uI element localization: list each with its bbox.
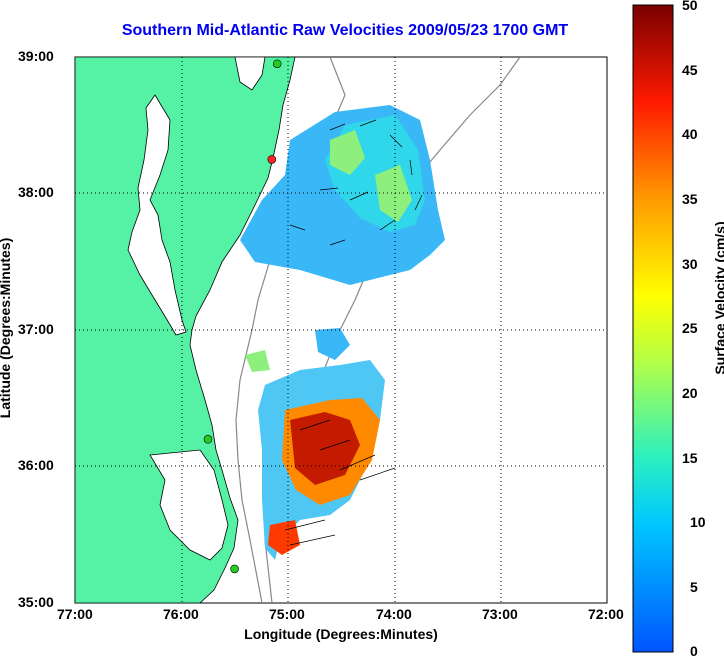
colorbar-tick: 30 (682, 256, 698, 272)
x-tick: 76:00 (163, 606, 199, 622)
y-tick: 38:00 (18, 184, 54, 200)
x-tick: 77:00 (57, 606, 93, 622)
x-tick: 74:00 (376, 606, 412, 622)
x-tick: 73:00 (482, 606, 518, 622)
delaware-bay (234, 57, 266, 91)
station-marker (203, 434, 213, 444)
y-tick: 36:00 (18, 457, 54, 473)
colorbar-tick: 45 (682, 62, 698, 78)
colorbar-tick: 35 (682, 191, 698, 207)
y-axis-label: Latitude (Degrees:Minutes) (0, 237, 13, 419)
y-tick: 35:00 (18, 594, 54, 610)
colorbar-tick: 15 (682, 450, 698, 466)
velocity-arrows (284, 119, 423, 546)
pamlico-sound (149, 449, 229, 561)
x-axis-label: Longitude (Degrees:Minutes) (244, 626, 438, 642)
colorbar-tick: 5 (690, 579, 698, 595)
colorbar-tick: 0 (690, 643, 698, 659)
chesapeake-bay (127, 94, 187, 336)
colorbar-label: Surface Velocity (cm/s) (712, 221, 724, 375)
station-marker (272, 59, 282, 69)
x-tick: 72:00 (588, 606, 624, 622)
colorbar-tick: 25 (682, 320, 698, 336)
colorbar-tick: 50 (682, 0, 698, 13)
velocity-field-north (240, 105, 445, 285)
colorbar-tick: 10 (690, 514, 706, 530)
y-tick: 37:00 (18, 321, 54, 337)
map-title: Southern Mid-Atlantic Raw Velocities 200… (121, 22, 569, 39)
colorbar-tick: 40 (682, 126, 698, 142)
station-markers (203, 59, 282, 574)
x-tick: 75:00 (269, 606, 305, 622)
station-marker (267, 155, 277, 164)
colorbar (632, 4, 674, 653)
grid-lines (75, 57, 607, 603)
station-marker (230, 564, 239, 574)
y-tick: 39:00 (18, 48, 54, 64)
colorbar-tick: 20 (682, 385, 698, 401)
